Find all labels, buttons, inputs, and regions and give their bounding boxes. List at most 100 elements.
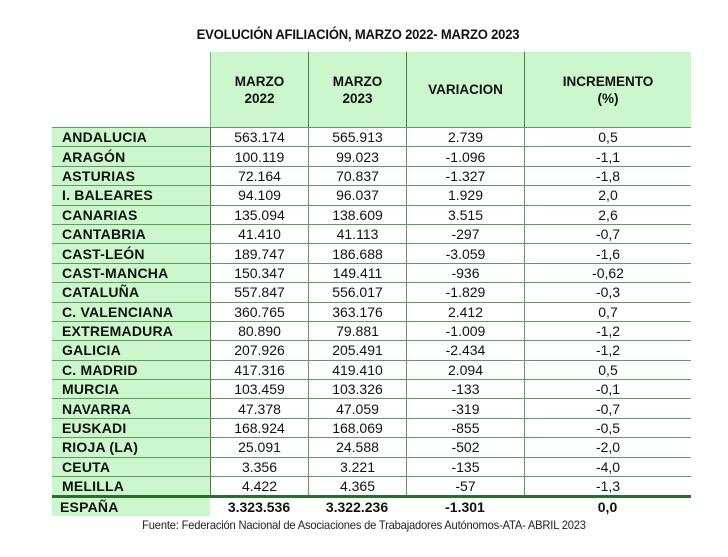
cell-marzo-2022: 100.119 — [210, 147, 308, 166]
region-label: ANDALUCIA — [52, 128, 210, 147]
region-label: EUSKADI — [52, 418, 210, 438]
cell-marzo-2023: 24.588 — [308, 438, 406, 457]
cell-marzo-2022: 4.422 — [210, 477, 308, 496]
cell-incremento: -1,1 — [524, 147, 691, 166]
cell-variacion: -319 — [406, 399, 524, 418]
region-label: CAST-LEÓN — [52, 244, 210, 263]
cell-marzo-2023: 186.688 — [308, 244, 406, 263]
table-row: CANTABRIA 41.410 41.113 -297 -0,7 — [52, 223, 691, 244]
table-row: CANARIAS 135.094 138.609 3.515 2,6 — [52, 204, 691, 224]
cell-incremento: 0,5 — [524, 360, 691, 380]
table-row: NAVARRA 47.378 47.059 -319 -0,7 — [52, 398, 691, 418]
cell-marzo-2023: 205.491 — [308, 341, 406, 360]
header-marzo-2023: MARZO 2023 — [308, 52, 406, 127]
table-row: I. BALEARES 94.109 96.037 1.929 2,0 — [52, 185, 691, 205]
header-variacion: VARIACION — [406, 52, 524, 127]
cell-variacion: -133 — [406, 380, 524, 399]
cell-marzo-2023: 149.411 — [308, 263, 406, 283]
region-label: CAST-MANCHA — [52, 263, 210, 283]
cell-marzo-2022: 80.890 — [210, 321, 308, 341]
region-label: RIOJA (LA) — [52, 438, 210, 457]
table-row: CAST-MANCHA 150.347 149.411 -936 -0,62 — [52, 262, 691, 283]
cell-variacion: 2.094 — [406, 360, 524, 380]
cell-marzo-2023: 103.326 — [308, 380, 406, 399]
cell-incremento: -0,5 — [524, 418, 691, 438]
cell-marzo-2023: 565.913 — [308, 128, 406, 147]
cell-marzo-2022: 72.164 — [210, 166, 308, 186]
table-row: MURCIA 103.459 103.326 -133 -0,1 — [52, 379, 691, 399]
table-row: CAST-LEÓN 189.747 186.688 -3.059 -1,6 — [52, 243, 691, 263]
region-label: GALICIA — [52, 341, 210, 360]
total-variacion: -1.301 — [445, 499, 485, 516]
source-note: Fuente: Federación Nacional de Asociacio… — [142, 518, 586, 532]
cell-marzo-2022: 47.378 — [210, 399, 308, 418]
cell-variacion: -502 — [406, 438, 524, 457]
table-row: ARAGÓN 100.119 99.023 -1.096 -1,1 — [52, 146, 691, 166]
cell-marzo-2022: 189.747 — [210, 244, 308, 263]
cell-variacion: -1.009 — [406, 321, 524, 341]
table-row: CEUTA 3.356 3.221 -135 -4,0 — [52, 456, 691, 477]
region-label: ASTURIAS — [52, 166, 210, 186]
total-row: ESPAÑA 3.323.536 3.322.236 -1.301 0,0 — [52, 495, 691, 517]
cell-variacion: -57 — [406, 477, 524, 496]
region-label: MURCIA — [52, 380, 210, 399]
cell-marzo-2023: 3.221 — [308, 457, 406, 477]
affiliation-table: ANDALUCIA 563.174 565.913 2.739 0,5 ARAG… — [52, 127, 691, 517]
cell-incremento: -1,3 — [524, 477, 691, 496]
cell-variacion: 2.412 — [406, 302, 524, 321]
cell-marzo-2022: 41.410 — [210, 224, 308, 244]
cell-marzo-2022: 417.316 — [210, 360, 308, 380]
cell-incremento: 0,7 — [524, 302, 691, 321]
cell-marzo-2023: 138.609 — [308, 205, 406, 224]
cell-variacion: -2.434 — [406, 341, 524, 360]
cell-variacion: -855 — [406, 418, 524, 438]
region-label: C. MADRID — [52, 360, 210, 380]
cell-variacion: -1.327 — [406, 166, 524, 186]
cell-marzo-2023: 556.017 — [308, 283, 406, 302]
cell-variacion: 3.515 — [406, 205, 524, 224]
cell-incremento: -0,62 — [524, 263, 691, 283]
table-row: RIOJA (LA) 25.091 24.588 -502 -2,0 — [52, 437, 691, 457]
region-label: EXTREMADURA — [52, 321, 210, 341]
cell-marzo-2023: 363.176 — [308, 302, 406, 321]
table-row: ASTURIAS 72.164 70.837 -1.327 -1,8 — [52, 165, 691, 186]
cell-marzo-2023: 419.410 — [308, 360, 406, 380]
cell-incremento: -4,0 — [524, 457, 691, 477]
region-label: ARAGÓN — [52, 147, 210, 166]
cell-marzo-2023: 70.837 — [308, 166, 406, 186]
region-label: CEUTA — [52, 457, 210, 477]
cell-marzo-2022: 557.847 — [210, 283, 308, 302]
region-label: C. VALENCIANA — [52, 302, 210, 321]
table-row: EUSKADI 168.924 168.069 -855 -0,5 — [52, 417, 691, 438]
cell-incremento: -0,3 — [524, 283, 691, 302]
cell-marzo-2023: 47.059 — [308, 399, 406, 418]
cell-incremento: -0,7 — [524, 399, 691, 418]
cell-incremento: -1,2 — [524, 321, 691, 341]
cell-incremento: -1,8 — [524, 166, 691, 186]
total-marzo-2023: 3.322.236 — [325, 499, 389, 516]
total-incremento: 0,0 — [597, 499, 618, 516]
cell-incremento: -2,0 — [524, 438, 691, 457]
table-row: GALICIA 207.926 205.491 -2.434 -1,2 — [52, 340, 691, 360]
cell-marzo-2022: 135.094 — [210, 205, 308, 224]
cell-variacion: -1.829 — [406, 283, 524, 302]
cell-variacion: -936 — [406, 263, 524, 283]
cell-incremento: -1,6 — [524, 244, 691, 263]
cell-incremento: -0,7 — [524, 224, 691, 244]
table-header: MARZO 2022 MARZO 2023 VARIACION INCREMEN… — [210, 52, 691, 127]
cell-marzo-2023: 4.365 — [308, 477, 406, 496]
cell-variacion: 1.929 — [406, 186, 524, 205]
header-incremento: INCREMENTO (%) — [524, 52, 691, 127]
total-label: ESPAÑA — [52, 498, 210, 517]
table-title: EVOLUCIÓN AFILIACIÓN, MARZO 2022- MARZO … — [196, 26, 520, 42]
cell-marzo-2022: 94.109 — [210, 186, 308, 205]
cell-incremento: 2,0 — [524, 186, 691, 205]
region-label: CATALUÑA — [52, 283, 210, 302]
region-label: I. BALEARES — [52, 186, 210, 205]
cell-incremento: -0,1 — [524, 380, 691, 399]
table-row: EXTREMADURA 80.890 79.881 -1.009 -1,2 — [52, 320, 691, 341]
cell-marzo-2022: 3.356 — [210, 457, 308, 477]
cell-variacion: -135 — [406, 457, 524, 477]
cell-incremento: 0,5 — [524, 128, 691, 147]
table-row: C. VALENCIANA 360.765 363.176 2.412 0,7 — [52, 301, 691, 321]
